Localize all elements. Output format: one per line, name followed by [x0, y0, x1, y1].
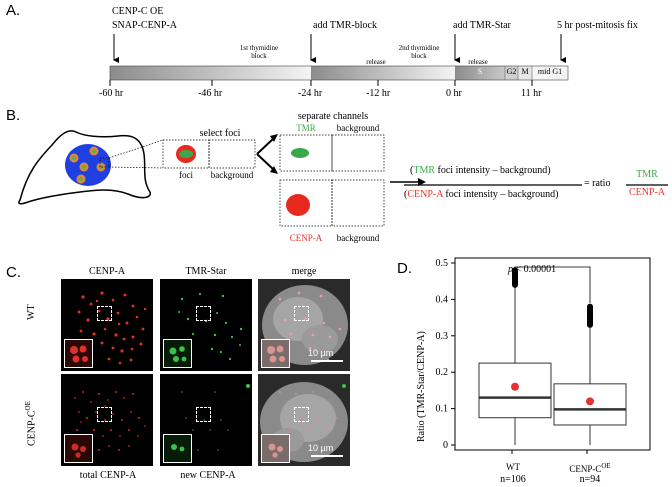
- label-separate-channels: separate channels: [297, 111, 369, 122]
- y-tick-label-4: 0.4: [436, 294, 449, 305]
- timeline-bar-1: [110, 66, 311, 80]
- d-xlabel-oe-sup: OE: [601, 462, 611, 470]
- d-xlabel-oe-text: CENP-C: [569, 464, 602, 474]
- micrograph-wt-cenpa: [61, 279, 153, 371]
- panel-b-diagram: [18, 130, 668, 227]
- micrograph-oe-merge: 10 µm: [258, 374, 350, 466]
- d-pvalue: p < 0.00001: [508, 264, 556, 275]
- y-tick-label-1: 0.1: [436, 404, 449, 415]
- label-background-2: background: [336, 123, 380, 133]
- cenpa-foci-box: [279, 179, 333, 227]
- significance-bracket: [514, 266, 591, 304]
- tmr-bg-box: [331, 134, 385, 172]
- bottom-label-total-cenpa: total CENP-A: [79, 470, 137, 481]
- panel-b-letter: B.: [6, 107, 21, 124]
- d-pvalue-rest: < 0.00001: [513, 264, 557, 275]
- tmr-foci-box: [279, 134, 333, 172]
- band-thymidine2-line1: 2nd thymidine: [398, 44, 440, 52]
- timeline-bar-3: [455, 66, 505, 80]
- cell-outline: [18, 130, 151, 205]
- col-header-cenpa: CENP-A: [88, 266, 126, 277]
- formula-equals-ratio: = ratio: [582, 178, 613, 189]
- d-n-oe: n=94: [579, 474, 601, 485]
- col-header-merge: merge: [291, 266, 317, 277]
- d-n-wt: n=106: [500, 474, 526, 485]
- timeline-mid-g1: [532, 66, 568, 80]
- formula-num-tmr: TMR: [413, 165, 436, 176]
- formula-ratio-tmr: TMR: [636, 169, 658, 180]
- mean-dot-1: [586, 397, 594, 406]
- timeline-bar-2: [311, 66, 455, 80]
- label-tmr: TMR: [296, 123, 316, 133]
- label-add-tmr-block: add TMR-block: [313, 20, 377, 31]
- tick-label-2: -24 hr: [298, 88, 323, 99]
- timeline-m: [518, 66, 532, 80]
- formula-ratio-cenpa: CENP-A: [628, 187, 666, 198]
- timeline-g2: [505, 66, 518, 80]
- micrograph-oe-cenpa: [61, 374, 153, 466]
- band-mid-g1: mid G1: [537, 67, 563, 76]
- y-tick-label-5: 0.5: [436, 258, 449, 269]
- micrograph-oe-tmr: [160, 374, 252, 466]
- tick-label-5: 11 hr: [521, 88, 542, 99]
- d-pvalue-p: p: [508, 264, 513, 275]
- col-header-tmr-star: TMR-Star: [185, 266, 227, 277]
- band-thymidine1: 1st thymidine block: [224, 44, 294, 60]
- plot-frame: [454, 257, 651, 451]
- tick-label-4: 0 hr: [446, 88, 462, 99]
- tick-label-3: -12 hr: [366, 88, 391, 99]
- panel-c-letter: C.: [6, 264, 21, 281]
- bottom-label-new-cenpa: new CENP-A: [180, 470, 236, 481]
- panel-a-letter: A.: [6, 2, 21, 19]
- outlier-0-21: [512, 267, 518, 274]
- scale-label-wt: 10 µm: [308, 348, 334, 358]
- formula-denominator: (CENP-A foci intensity – background): [404, 189, 559, 200]
- label-select-foci: select foci: [199, 128, 241, 139]
- mean-dot-0: [511, 382, 519, 391]
- band-release2: release: [468, 58, 488, 66]
- label-background-1: background: [210, 170, 254, 180]
- micrograph-wt-merge: 10 µm: [258, 279, 350, 371]
- label-snap-cenpa: SNAP-CENP-A: [112, 20, 178, 31]
- label-background-3: background: [336, 233, 380, 243]
- label-cenpc-oe: CENP-C OE: [112, 6, 164, 17]
- y-tick-label-0: 0: [443, 440, 448, 451]
- timeline-arrows: [109, 34, 569, 86]
- label-foci: foci: [179, 170, 193, 180]
- y-tick-label-3: 0.3: [436, 331, 449, 342]
- d-xlabel-wt: WT: [506, 462, 520, 472]
- panel-d-letter: D.: [397, 260, 412, 277]
- band-thymidine1-line2: block: [251, 52, 267, 60]
- micrograph-wt-tmr: [160, 279, 252, 371]
- background-box: [208, 139, 256, 169]
- band-m: M: [521, 67, 529, 76]
- band-release1: release: [366, 58, 386, 66]
- band-s: S: [477, 67, 483, 76]
- band-thymidine2-line2: block: [411, 52, 427, 60]
- formula-den-rest: foci intensity – background): [442, 189, 559, 200]
- foci-box: [162, 139, 210, 169]
- formula-num-rest: foci intensity – background): [435, 165, 551, 176]
- label-add-tmr-star: add TMR-Star: [453, 20, 511, 31]
- scale-label-oe: 10 µm: [308, 443, 334, 453]
- band-thymidine1-line1: 1st thymidine: [239, 44, 279, 52]
- formula-den-cenpa: CENP-A: [407, 189, 443, 200]
- outlier-1-21: [587, 303, 593, 310]
- tick-label-1: -46 hr: [198, 88, 223, 99]
- cenpa-bg-box: [331, 179, 385, 227]
- y-tick-label-2: 0.2: [436, 367, 449, 378]
- label-post-mitosis: 5 hr post-mitosis fix: [557, 20, 638, 31]
- formula-numerator: (TMR foci intensity – background): [410, 165, 551, 176]
- band-thymidine2: 2nd thymidine block: [384, 44, 454, 60]
- label-cenpa: CENP-A: [289, 233, 323, 243]
- tick-label-0: -60 hr: [99, 88, 124, 99]
- band-g2: G2: [506, 67, 517, 76]
- d-xlabel-oe: CENP-COE: [555, 462, 625, 474]
